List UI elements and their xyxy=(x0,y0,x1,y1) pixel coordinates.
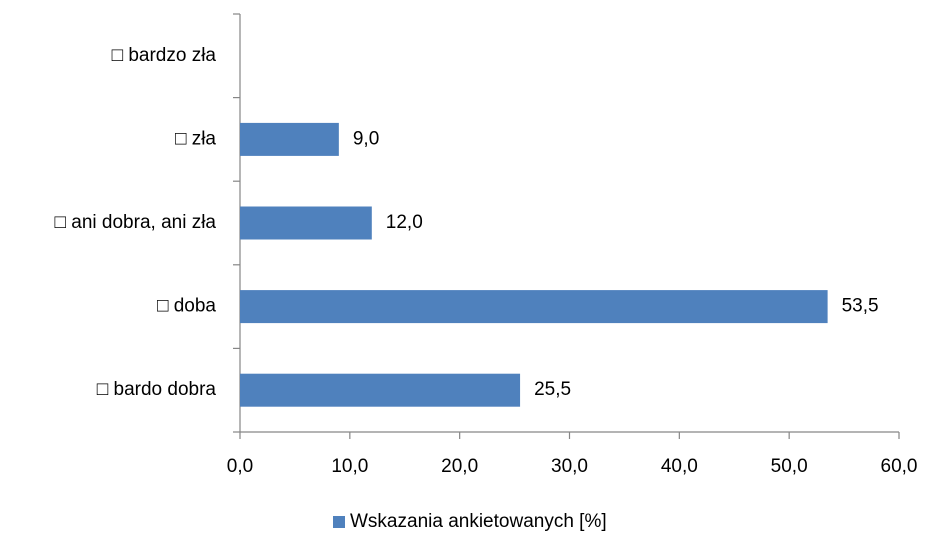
x-tick-label: 60,0 xyxy=(881,456,918,477)
x-tick-label: 40,0 xyxy=(661,456,698,477)
bar xyxy=(240,373,521,407)
bar xyxy=(240,290,828,324)
x-tick-label: 20,0 xyxy=(441,456,478,477)
x-tick-label: 50,0 xyxy=(771,456,808,477)
legend-label: Wskazania ankietowanych [%] xyxy=(350,511,607,532)
data-label: 25,5 xyxy=(534,379,571,400)
bar xyxy=(240,122,339,156)
data-label: 53,5 xyxy=(842,296,879,317)
x-tick-label: 0,0 xyxy=(227,456,253,477)
bar xyxy=(240,206,372,240)
y-tick-label: □ ani dobra, ani zła xyxy=(55,212,217,233)
legend-swatch xyxy=(333,516,345,528)
data-label: 12,0 xyxy=(386,212,423,233)
y-tick-label: □ bardzo zła xyxy=(112,45,217,66)
y-tick-label: □ zła xyxy=(175,128,216,149)
data-label: 9,0 xyxy=(353,128,379,149)
y-tick-label: □ bardo dobra xyxy=(97,379,217,400)
y-tick-label: □ doba xyxy=(157,296,216,317)
x-tick-label: 30,0 xyxy=(551,456,588,477)
x-tick-label: 10,0 xyxy=(331,456,368,477)
